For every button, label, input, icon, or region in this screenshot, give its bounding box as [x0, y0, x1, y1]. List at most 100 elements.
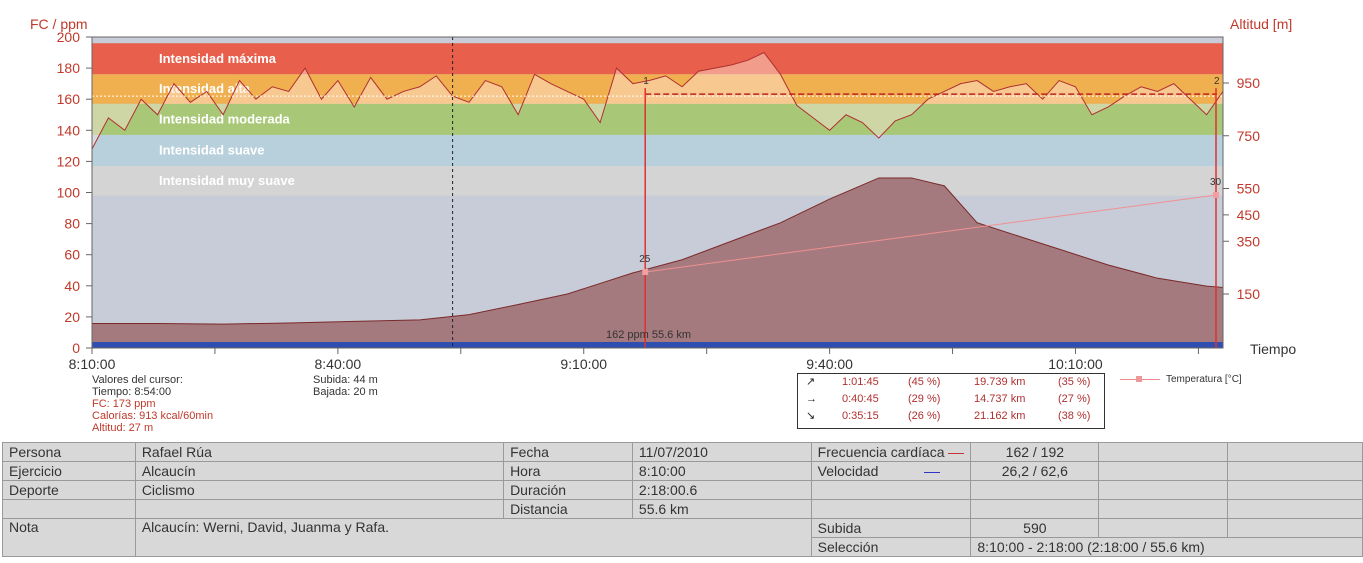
climb-up: Subida: 44 m: [313, 374, 378, 386]
distancia-value: 55.6 km: [631, 499, 812, 519]
distancia-label: Distancia: [503, 499, 633, 519]
fc-label: Frecuencia cardíaca: [810, 442, 972, 462]
y-tick-label: 0: [72, 340, 80, 356]
hora-label: Hora: [503, 461, 633, 481]
stats-distance-pct: (27 %): [1058, 393, 1091, 405]
y-right-tick-label: 750: [1237, 128, 1261, 144]
blue-line-icon: [924, 471, 941, 473]
fecha-label: Fecha: [503, 442, 633, 462]
y-right-tick-label: 550: [1237, 181, 1261, 197]
heart-rate-line: [91, 51, 1224, 150]
y-tick-label: 140: [57, 122, 81, 138]
vel-label: Velocidad: [810, 461, 972, 481]
deporte-value: Ciclismo: [134, 480, 505, 500]
zone-label: Intensidad muy suave: [159, 173, 295, 188]
x-tick-label: 8:10:00: [69, 356, 116, 370]
zone-label: Intensidad moderada: [159, 111, 291, 126]
stats-row-down: ↘ 0:35:15 (26 %) 21.162 km (38 %): [798, 408, 1104, 425]
subida-value: 590: [970, 518, 1100, 538]
red-line-icon: [948, 452, 965, 454]
y-right-tick-label: 150: [1237, 286, 1261, 302]
temperature-legend-label: Temperatura [°C]: [1166, 374, 1242, 385]
zone-band: [92, 166, 1223, 196]
slope-stats-box: ↗ 1:01:45 (45 %) 19.739 km (35 %) → 0:40…: [797, 373, 1105, 429]
climb-values: Subida: 44 m Bajada: 20 m: [313, 374, 378, 398]
nota-value: Alcaucín: Werni, David, Juanma y Rafa.: [134, 518, 812, 557]
cursor-title: Valores del cursor:: [92, 374, 183, 386]
y-tick-label: 120: [57, 153, 81, 169]
cursor-altitude: Altitud: 27 m: [92, 422, 154, 434]
speed-bar: [92, 342, 1223, 348]
y-tick-label: 200: [57, 29, 81, 45]
y-right-tick-label: 350: [1237, 233, 1261, 249]
stats-time-pct: (29 %): [908, 393, 941, 405]
x-tick-label: 9:10:00: [560, 356, 607, 370]
y-right-tick-label: 950: [1237, 75, 1261, 91]
y-right-axis-label: Altitud [m]: [1230, 16, 1292, 32]
y-axis-label: FC / ppm: [30, 16, 88, 32]
arrow-down-right-icon: ↘: [806, 410, 816, 422]
stats-time: 1:01:45: [842, 376, 879, 388]
y-right-tick-label: 450: [1237, 207, 1261, 223]
selection-marker-label: 2: [1214, 76, 1220, 87]
temperature-point: [1213, 192, 1219, 198]
summary-label: 162 ppm 55.6 km: [606, 329, 691, 341]
x-tick-label: 10:10:00: [1048, 356, 1103, 370]
stats-row-flat: → 0:40:45 (29 %) 14.737 km (27 %): [798, 391, 1104, 408]
y-tick-label: 80: [64, 216, 80, 232]
stats-time: 0:40:45: [842, 393, 879, 405]
duracion-value: 2:18:00.6: [631, 480, 812, 500]
y-tick-label: 60: [64, 247, 80, 263]
duracion-label: Duración: [503, 480, 633, 500]
temperature-label: 30: [1210, 177, 1222, 188]
fc-value: 162 / 192: [970, 442, 1100, 462]
zone-label: Intensidad máxima: [159, 51, 277, 66]
ejercicio-label: Ejercicio: [2, 461, 136, 481]
temperature-legend-swatch: [1120, 375, 1160, 382]
temperature-line: [645, 194, 1217, 273]
fc-label-text: Frecuencia cardíaca: [817, 444, 945, 460]
zone-band: [92, 43, 1223, 75]
persona-value: Rafael Rúa: [134, 442, 505, 462]
subida-label: Subida: [810, 518, 972, 538]
altitude-area: [91, 177, 1224, 349]
table-row: Persona Rafael Rúa Fecha 11/07/2010 Frec…: [2, 442, 1363, 462]
table-row: Ejercicio Alcaucín Hora 8:10:00 Velocida…: [2, 461, 1363, 481]
ejercicio-value: Alcaucín: [134, 461, 505, 481]
x-tick-label: 9:40:00: [806, 356, 853, 370]
arrow-right-icon: →: [806, 393, 817, 405]
table-row: Deporte Ciclismo Duración 2:18:00.6: [2, 480, 1363, 500]
y-tick-label: 40: [64, 278, 80, 294]
y-tick-label: 180: [57, 60, 81, 76]
deporte-label: Deporte: [2, 480, 136, 500]
vel-value: 26,2 / 62,6: [970, 461, 1100, 481]
stats-distance-pct: (38 %): [1058, 410, 1091, 422]
y-tick-label: 160: [57, 91, 81, 107]
zone-band: [92, 134, 1223, 167]
stats-time-pct: (45 %): [908, 376, 941, 388]
cursor-calories: Calorías: 913 kcal/60min: [92, 410, 214, 422]
cursor-time: Tiempo: 8:54:00: [92, 386, 172, 398]
stats-distance: 19.739 km: [974, 376, 1026, 388]
nota-label: Nota: [2, 518, 136, 557]
stats-distance: 14.737 km: [974, 393, 1026, 405]
arrow-up-right-icon: ↗: [806, 376, 816, 388]
persona-label: Persona: [2, 442, 136, 462]
x-axis-label: Tiempo: [1250, 341, 1296, 357]
y-tick-label: 100: [57, 185, 81, 201]
table-row: Distancia 55.6 km: [2, 499, 1363, 519]
workout-info-table: Persona Rafael Rúa Fecha 11/07/2010 Frec…: [2, 442, 1363, 557]
vel-label-text: Velocidad: [817, 463, 879, 479]
climb-down: Bajada: 20 m: [313, 386, 378, 398]
stats-time: 0:35:15: [842, 410, 879, 422]
temperature-legend: Temperatura [°C]: [1120, 374, 1242, 385]
table-row: Nota Alcaucín: Werni, David, Juanma y Ra…: [2, 518, 1363, 557]
zone-label: Intensidad suave: [159, 143, 264, 158]
temperature-label: 25: [639, 254, 651, 265]
cursor-values: Valores del cursor: Tiempo: 8:54:00 FC: …: [92, 374, 213, 434]
hora-value: 8:10:00: [631, 461, 812, 481]
table-row: Selección 8:10:00 - 2:18:00 (2:18:00 / 5…: [3, 537, 1363, 557]
heart-rate-fill: [92, 52, 1223, 149]
temperature-point: [642, 269, 649, 275]
